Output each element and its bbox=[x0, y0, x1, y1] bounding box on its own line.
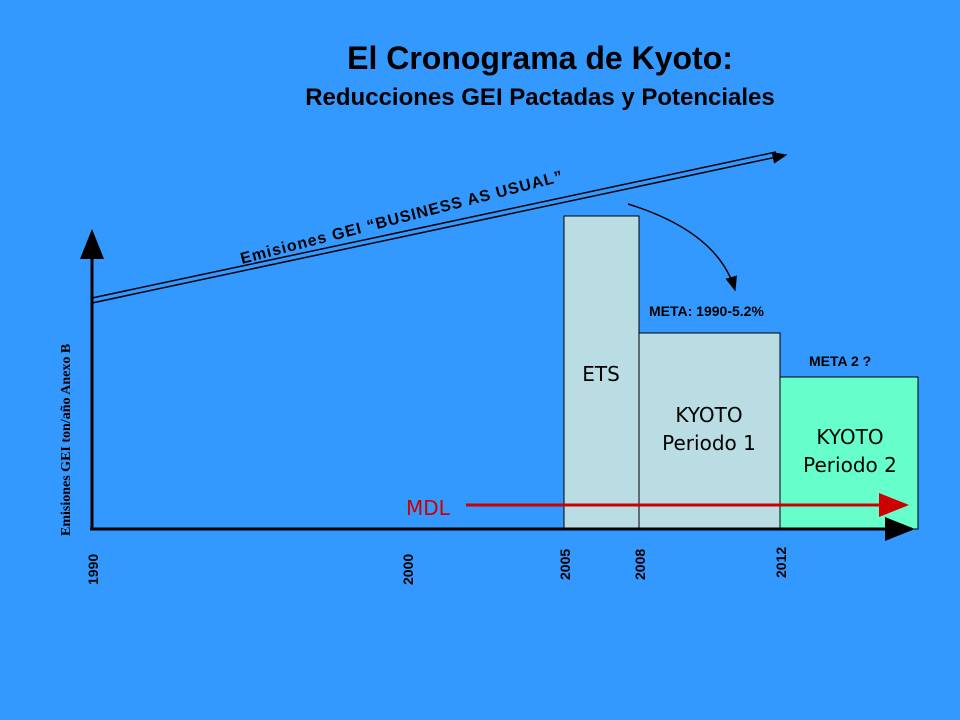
kyoto2-line1: KYOTO bbox=[816, 425, 883, 449]
kyoto1-line2: Periodo 1 bbox=[662, 431, 756, 455]
meta1-label: META: 1990-5.2% bbox=[649, 303, 764, 319]
bau-arrow-line2 bbox=[91, 151, 777, 299]
year-1990: 1990 bbox=[85, 554, 101, 585]
meta2-label: META 2 ? bbox=[809, 353, 871, 369]
year-2005: 2005 bbox=[557, 549, 573, 580]
y-axis-label: Emisiones GEI ton/año Anexo B bbox=[59, 344, 74, 536]
bau-label: Emisiones GEI “BUSINESS AS USUAL” bbox=[239, 168, 566, 268]
meta-curved-arrow bbox=[627, 203, 737, 292]
page-subtitle: Reducciones GEI Pactadas y Potenciales bbox=[305, 84, 775, 111]
ets-label: ETS bbox=[582, 362, 620, 386]
bau-arrow bbox=[91, 151, 788, 304]
kyoto1-line1: KYOTO bbox=[675, 403, 742, 427]
page-title: El Cronograma de Kyoto: bbox=[347, 40, 733, 76]
year-2008: 2008 bbox=[632, 549, 648, 580]
year-2012: 2012 bbox=[773, 547, 789, 578]
kyoto2-line2: Periodo 2 bbox=[803, 453, 897, 477]
mdl-label: MDL bbox=[406, 496, 451, 520]
year-2000: 2000 bbox=[400, 554, 416, 585]
